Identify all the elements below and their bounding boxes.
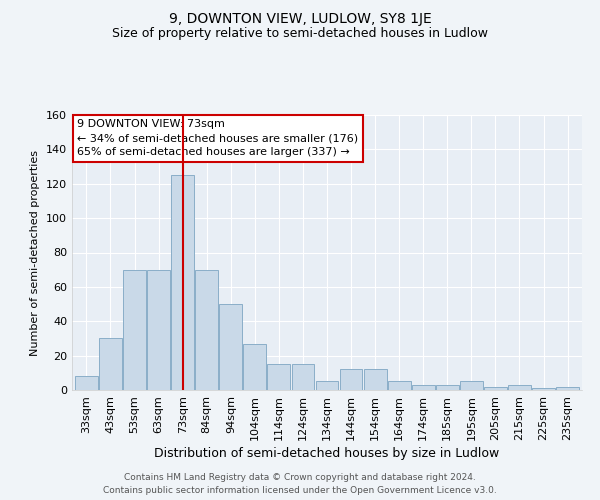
Text: 9 DOWNTON VIEW: 73sqm
← 34% of semi-detached houses are smaller (176)
65% of sem: 9 DOWNTON VIEW: 73sqm ← 34% of semi-deta… (77, 119, 358, 157)
Text: Contains public sector information licensed under the Open Government Licence v3: Contains public sector information licen… (103, 486, 497, 495)
X-axis label: Distribution of semi-detached houses by size in Ludlow: Distribution of semi-detached houses by … (154, 447, 500, 460)
Y-axis label: Number of semi-detached properties: Number of semi-detached properties (31, 150, 40, 356)
Bar (460, 382, 483, 390)
Bar (412, 385, 434, 390)
Bar (388, 382, 410, 390)
Bar (556, 386, 579, 390)
Bar (75, 376, 98, 390)
Bar (244, 344, 266, 390)
Bar (147, 270, 170, 390)
Bar (340, 370, 362, 390)
Bar (292, 364, 314, 390)
Text: Contains HM Land Registry data © Crown copyright and database right 2024.: Contains HM Land Registry data © Crown c… (124, 474, 476, 482)
Bar (220, 304, 242, 390)
Bar (364, 370, 386, 390)
Text: 9, DOWNTON VIEW, LUDLOW, SY8 1JE: 9, DOWNTON VIEW, LUDLOW, SY8 1JE (169, 12, 431, 26)
Bar (436, 385, 459, 390)
Bar (99, 338, 122, 390)
Bar (532, 388, 555, 390)
Bar (123, 270, 146, 390)
Bar (195, 270, 218, 390)
Bar (268, 364, 290, 390)
Text: Size of property relative to semi-detached houses in Ludlow: Size of property relative to semi-detach… (112, 28, 488, 40)
Bar (484, 386, 507, 390)
Bar (316, 382, 338, 390)
Bar (508, 385, 531, 390)
Bar (171, 175, 194, 390)
